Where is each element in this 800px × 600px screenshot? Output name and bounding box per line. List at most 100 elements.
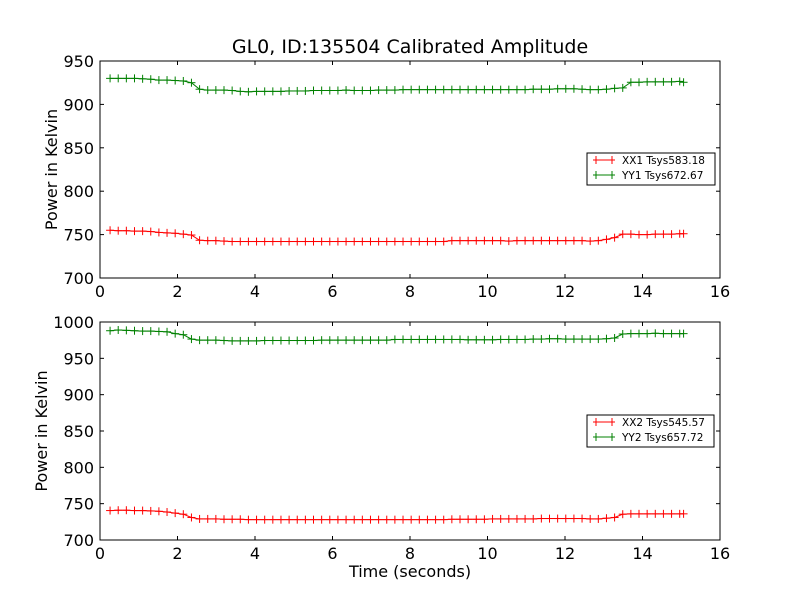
data-point [220, 336, 228, 345]
data-point [171, 509, 180, 518]
series-1 [106, 226, 688, 246]
data-point [480, 236, 489, 245]
data-point [537, 514, 546, 523]
data-point [309, 336, 318, 345]
data-point [602, 334, 611, 343]
data-point [130, 326, 139, 335]
x-tick-label: 4 [250, 282, 260, 301]
data-point [382, 336, 391, 345]
data-point [293, 515, 302, 524]
data-point [114, 506, 123, 515]
data-point [537, 85, 546, 94]
data-point [138, 506, 147, 515]
data-point [382, 515, 391, 524]
data-point [578, 85, 587, 94]
data-point [399, 515, 408, 524]
data-point [236, 237, 245, 246]
data-point [488, 514, 497, 523]
data-point [586, 335, 595, 344]
data-point [651, 509, 660, 518]
data-point [106, 226, 115, 235]
data-point [350, 515, 359, 524]
x-axis-label: Time (seconds) [348, 562, 471, 581]
data-point [447, 335, 456, 344]
data-point [244, 336, 253, 345]
data-point [569, 514, 578, 523]
data-point [561, 514, 570, 523]
data-point [350, 237, 359, 246]
data-point [455, 85, 464, 94]
y-tick-label: 700 [63, 531, 94, 550]
y-tick-label: 1000 [53, 313, 94, 332]
data-point [130, 506, 139, 515]
data-point [578, 236, 587, 245]
data-point [309, 237, 318, 246]
data-point [358, 336, 367, 345]
data-point [423, 85, 432, 94]
data-point [464, 85, 473, 94]
data-point [333, 515, 342, 524]
data-point [407, 85, 416, 94]
data-point [423, 515, 432, 524]
data-point [138, 227, 147, 236]
data-point [561, 236, 570, 245]
data-point [537, 236, 546, 245]
data-point [106, 326, 115, 335]
data-point [569, 335, 578, 344]
series-2 [106, 325, 688, 345]
data-point [195, 85, 204, 94]
data-point [146, 506, 155, 515]
data-point [512, 85, 521, 94]
data-point [594, 236, 603, 245]
data-point [667, 77, 676, 86]
data-point [358, 515, 367, 524]
y-tick-label: 900 [63, 386, 94, 405]
data-point [276, 515, 285, 524]
data-point [399, 237, 408, 246]
data-point [122, 74, 131, 83]
data-point [122, 326, 131, 335]
x-tick-label: 14 [632, 544, 652, 563]
x-tick-label: 12 [555, 544, 575, 563]
data-point [529, 335, 538, 344]
data-point [610, 513, 619, 522]
data-point [366, 336, 375, 345]
data-point [586, 85, 595, 94]
data-point [626, 230, 635, 239]
legend-label: XX1 Tsys583.18 [622, 155, 705, 167]
data-point [439, 515, 448, 524]
data-point [675, 77, 684, 86]
data-point [138, 327, 147, 336]
data-point [276, 336, 285, 345]
data-point [496, 236, 505, 245]
series-2 [106, 74, 688, 96]
data-point [679, 78, 688, 87]
data-point [545, 334, 554, 343]
x-tick-label: 8 [405, 544, 415, 563]
data-point [374, 336, 383, 345]
data-point [382, 237, 391, 246]
x-tick-label: 14 [632, 282, 652, 301]
data-point [504, 85, 513, 94]
legend: XX2 Tsys545.57 YY2 Tsys657.72 [586, 414, 715, 448]
data-point [260, 87, 269, 96]
data-point [293, 86, 302, 95]
data-point [301, 515, 310, 524]
data-point [122, 226, 131, 235]
chart-title: GL0, ID:135504 Calibrated Amplitude [232, 36, 588, 58]
x-tick-label: 4 [250, 544, 260, 563]
data-point [138, 74, 147, 83]
data-point [545, 514, 554, 523]
chart-panel-2: 0 2 4 6 8 10 12 14 16 700 750 800 850 900 950 1000 Power… [32, 313, 730, 581]
data-point [651, 77, 660, 86]
data-point [586, 237, 595, 246]
data-point [260, 515, 269, 524]
data-point [553, 236, 562, 245]
data-point [114, 226, 123, 235]
data-point [154, 228, 163, 237]
data-point [529, 85, 538, 94]
data-point [569, 84, 578, 93]
data-point [594, 335, 603, 344]
data-point [415, 515, 424, 524]
data-point [285, 86, 294, 95]
